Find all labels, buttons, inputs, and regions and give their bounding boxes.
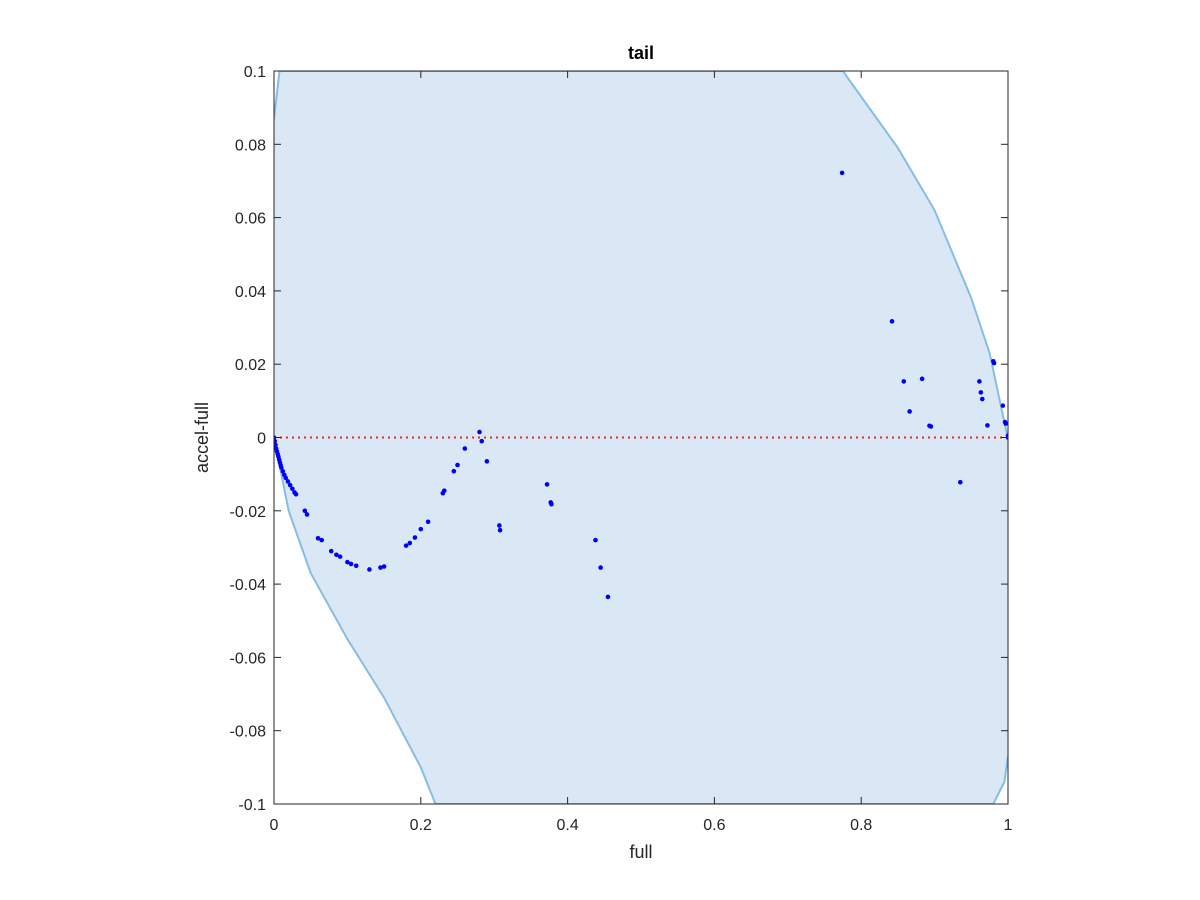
- y-tick-label: 0.08: [235, 137, 266, 154]
- data-point: [1000, 403, 1006, 408]
- data-point: [418, 526, 424, 532]
- y-tick-label: -0.08: [230, 724, 267, 741]
- data-point: [839, 170, 845, 176]
- data-point: [348, 561, 354, 567]
- data-point: [274, 438, 278, 444]
- y-tick-label: 0.1: [244, 64, 266, 81]
- data-point: [337, 554, 343, 559]
- data-point: [381, 564, 387, 569]
- data-point: [919, 376, 925, 382]
- axis-ticks: 0 0.2 0.4 0.6 0.8 1 -0.1 -0.08 -0.06 -0.04 -0.02 0 0…: [230, 64, 1013, 834]
- data-points: [274, 170, 1008, 600]
- data-point: [274, 442, 278, 448]
- data-point: [283, 475, 289, 481]
- data-point: [549, 501, 554, 507]
- data-point: [928, 424, 934, 429]
- x-axis-label: full: [629, 842, 652, 862]
- y-tick-label: 0: [257, 431, 266, 448]
- data-point: [477, 429, 482, 435]
- y-tick-label: 0.04: [235, 284, 266, 301]
- data-point: [412, 535, 418, 540]
- x-tick-label: 0.6: [703, 817, 725, 834]
- chart-title: tail: [628, 43, 654, 63]
- band-upper-edge: [274, 71, 1008, 440]
- data-point: [980, 396, 985, 402]
- data-point: [302, 508, 308, 514]
- data-point: [451, 468, 457, 474]
- data-point: [315, 535, 321, 541]
- data-point: [304, 512, 310, 517]
- data-point: [484, 459, 490, 464]
- data-point: [319, 537, 325, 543]
- data-point: [593, 537, 598, 543]
- data-point: [285, 479, 291, 484]
- band-lower-edge: [274, 437, 1008, 804]
- data-point: [293, 492, 299, 497]
- data-point: [403, 543, 409, 548]
- data-point: [353, 563, 359, 569]
- data-point: [605, 594, 611, 600]
- data-point: [977, 379, 982, 384]
- data-point: [991, 360, 997, 366]
- x-tick-label: 0.2: [410, 817, 432, 834]
- data-point: [957, 479, 963, 485]
- data-point: [462, 446, 468, 451]
- data-point: [367, 567, 372, 572]
- data-point: [290, 486, 295, 492]
- y-tick-label: 0.02: [235, 357, 266, 374]
- data-point: [345, 559, 350, 565]
- y-tick-label: -0.1: [238, 797, 266, 814]
- x-tick-label: 1: [1004, 817, 1013, 834]
- data-point: [407, 540, 413, 546]
- data-point: [280, 468, 286, 474]
- data-point: [479, 438, 485, 444]
- data-point: [455, 462, 460, 468]
- data-point: [441, 488, 447, 493]
- data-point: [497, 527, 503, 533]
- y-tick-label: -0.06: [230, 650, 267, 667]
- y-axis-label: accel-full: [192, 402, 212, 473]
- y-tick-label: -0.02: [230, 504, 267, 521]
- y-tick-label: -0.04: [230, 577, 267, 594]
- x-tick-label: 0.8: [850, 817, 872, 834]
- y-tick-label: 0.06: [235, 211, 266, 228]
- data-point: [978, 390, 984, 395]
- data-point: [287, 482, 293, 488]
- x-tick-label: 0: [270, 817, 279, 834]
- data-point: [598, 565, 603, 570]
- data-point: [425, 519, 431, 525]
- data-point: [279, 465, 284, 470]
- data-point: [544, 482, 550, 487]
- data-point: [907, 409, 912, 414]
- data-point: [497, 523, 502, 528]
- data-point: [889, 319, 895, 324]
- data-point: [334, 552, 339, 558]
- data-point: [985, 423, 990, 428]
- data-point: [328, 548, 334, 554]
- x-tick-label: 0.4: [556, 817, 578, 834]
- data-point: [1003, 421, 1008, 426]
- data-point: [901, 379, 907, 384]
- data-point: [378, 565, 383, 570]
